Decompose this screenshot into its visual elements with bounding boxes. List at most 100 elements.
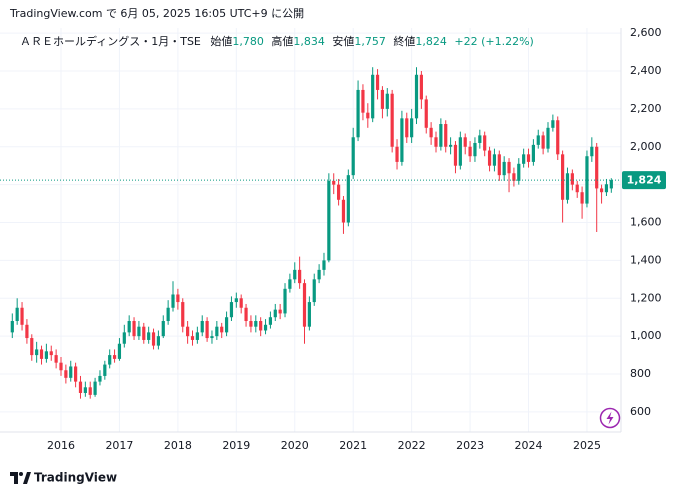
candle-body [210, 336, 214, 339]
last-price-label: 1,824 [627, 174, 662, 187]
candle-body [220, 326, 224, 333]
candle-body [551, 120, 555, 128]
x-tick-label: 2020 [281, 439, 309, 452]
candle-body [69, 366, 73, 378]
candle-body [400, 118, 404, 162]
candle-body [453, 144, 458, 166]
legend-value: 1,757 [354, 35, 386, 48]
candle-body [35, 349, 39, 356]
candle-body [103, 364, 107, 376]
legend-label: 終値 [393, 34, 415, 48]
candle-body [575, 184, 579, 193]
candle-body [375, 74, 380, 90]
candle-body [44, 351, 48, 359]
candle-body [108, 355, 112, 365]
candle-body [298, 269, 302, 284]
x-tick-label: 2025 [573, 439, 601, 452]
x-tick-label: 2024 [515, 439, 543, 452]
y-tick-label: 2,600 [630, 26, 662, 39]
candle-body [546, 127, 550, 149]
candle-body [147, 332, 151, 340]
candle-body [483, 135, 487, 151]
legend-symbol: ＡＲＥホールディングス・1月・TSE [20, 34, 201, 48]
candle-body [112, 355, 117, 359]
candle-body [176, 294, 180, 303]
candle-body [215, 326, 219, 337]
candle-body [10, 321, 14, 333]
candle-body [487, 150, 492, 166]
candle-body [366, 112, 370, 119]
candle-body [585, 156, 589, 204]
candle-body [556, 120, 560, 155]
candle-body [156, 336, 160, 346]
candle-body [395, 146, 399, 162]
candle-body [361, 89, 365, 113]
candle-body [419, 74, 423, 100]
candle-body [565, 173, 570, 200]
logo-mark [19, 472, 23, 476]
candle-body [249, 321, 253, 327]
candle-body [122, 332, 126, 344]
x-tick-label: 2017 [105, 439, 133, 452]
candle-body [531, 144, 535, 162]
candle-body [239, 298, 243, 308]
candle-body [385, 93, 389, 109]
candle-body [171, 294, 175, 308]
candle-body [561, 154, 565, 200]
candle-body [93, 381, 97, 395]
y-tick-label: 1,400 [630, 253, 662, 266]
y-tick-label: 1,000 [630, 329, 662, 342]
candle-body [224, 317, 229, 333]
candle-body [444, 124, 448, 147]
y-tick-label: 2,000 [630, 140, 662, 153]
x-tick-label: 2019 [222, 439, 250, 452]
candle-body [49, 351, 53, 356]
y-tick-label: 1,200 [630, 291, 662, 304]
x-tick-label: 2018 [164, 439, 192, 452]
legend-value: 1,834 [293, 35, 325, 48]
candle-body [117, 343, 122, 359]
candle-body [278, 309, 282, 314]
candle-body [473, 142, 477, 157]
candle-body [302, 283, 307, 327]
x-tick-label: 2022 [398, 439, 426, 452]
candle-body [570, 173, 574, 185]
candle-body [283, 288, 287, 314]
candle-body [54, 355, 58, 363]
candle-body [259, 321, 263, 331]
candle-body [507, 161, 511, 174]
candle-body [132, 321, 136, 337]
candle-body [356, 89, 360, 138]
lightning-button[interactable] [599, 407, 621, 429]
y-tick-label: 2,400 [630, 64, 662, 77]
candle-body [268, 317, 273, 325]
candle-body [590, 146, 594, 157]
candle-body [25, 324, 29, 339]
candle-body [526, 154, 531, 162]
candle-body [497, 154, 501, 176]
candle-body [502, 161, 506, 176]
candle-body [517, 163, 521, 181]
candle-body [151, 332, 156, 346]
legend-label: 高値 [271, 34, 293, 48]
candle-body [346, 175, 350, 223]
published-note: TradingView.com で 6月 05, 2025 16:05 UTC+… [9, 7, 304, 20]
candle-body [604, 184, 609, 193]
candle-body [429, 127, 433, 138]
candle-body [434, 137, 438, 147]
candle-body [522, 154, 526, 164]
candle-body [200, 321, 204, 333]
y-tick-label: 2,200 [630, 102, 662, 115]
legend-label: 安値 [332, 34, 354, 48]
candle-body [98, 375, 102, 382]
candle-body [293, 269, 297, 280]
candle-body [341, 199, 346, 223]
candle-body [83, 387, 87, 393]
candle-body [127, 321, 131, 333]
y-tick-label: 600 [630, 405, 651, 418]
candle-body [371, 74, 375, 119]
candle-body [20, 307, 24, 325]
legend: ＡＲＥホールディングス・1月・TSE 始値1,780 高値1,834 安値1,7… [20, 34, 534, 48]
lightning-icon[interactable] [606, 411, 614, 425]
